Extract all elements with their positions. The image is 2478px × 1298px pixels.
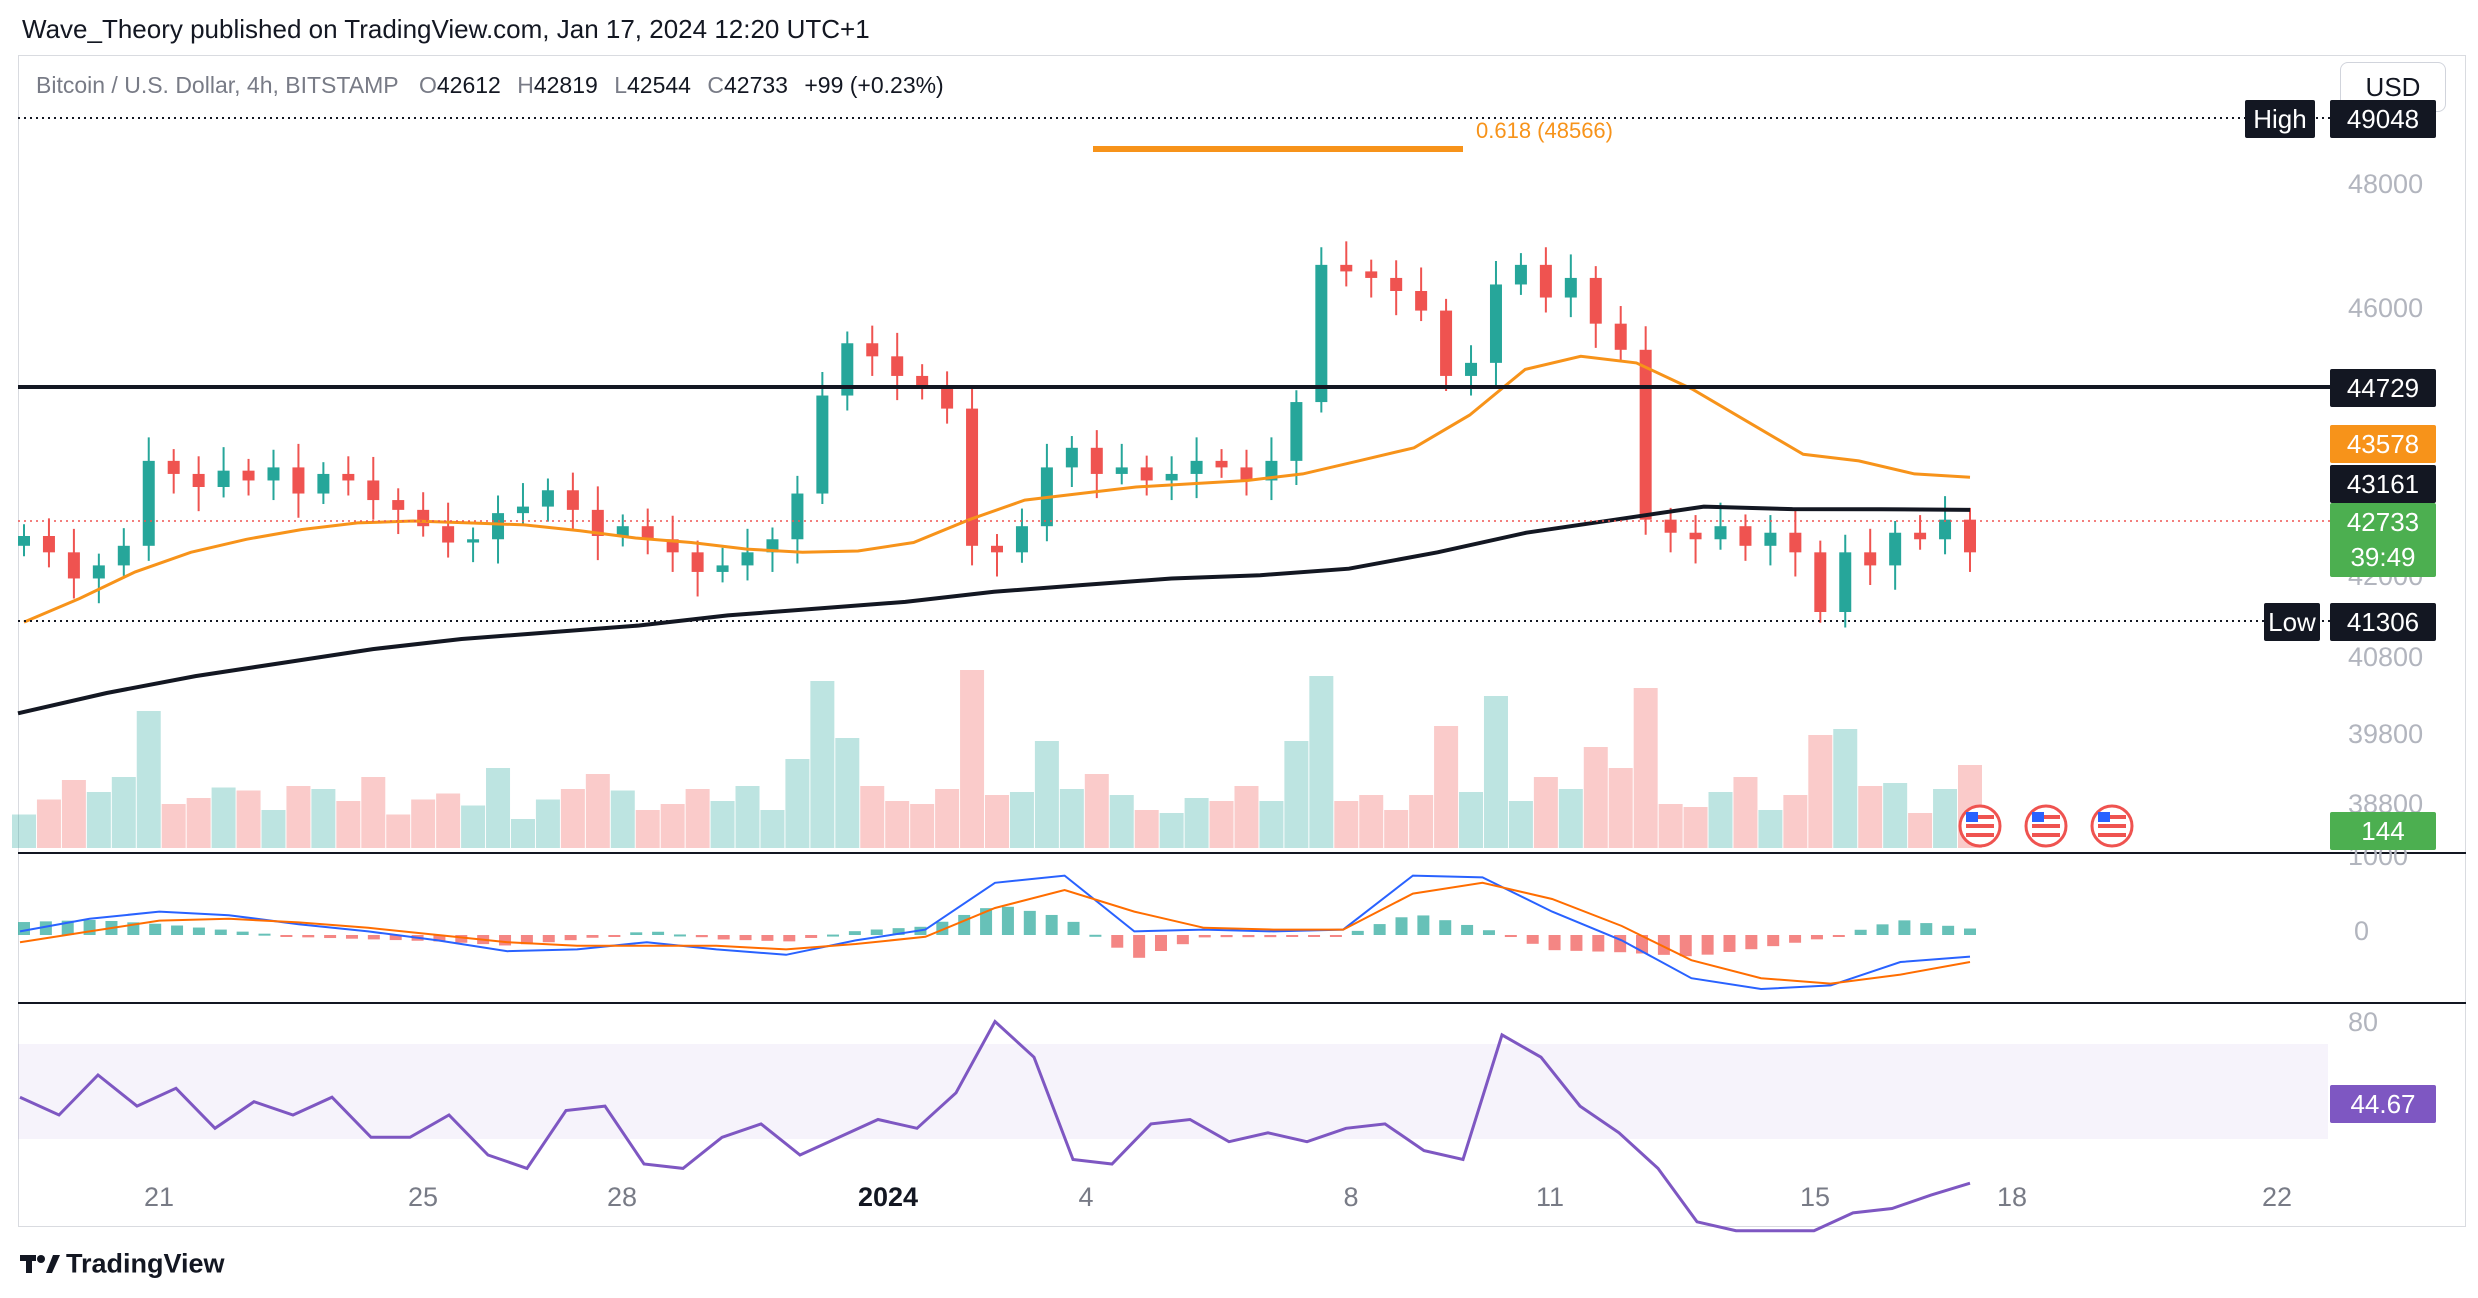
publisher-header: Wave_Theory published on TradingView.com…	[22, 14, 870, 44]
chart-frame	[18, 55, 2466, 1227]
tradingview-brand: TradingView	[66, 1248, 225, 1279]
close-value: 42733	[723, 72, 788, 98]
low-key: L	[614, 72, 627, 98]
high-key: H	[517, 72, 534, 98]
open-key: O	[418, 72, 437, 98]
close-key: C	[707, 72, 724, 98]
change-value: +99 (+0.23%)	[804, 72, 944, 98]
low-value: 42544	[627, 72, 691, 98]
symbol-name[interactable]: Bitcoin / U.S. Dollar, 4h, BITSTAMP	[36, 72, 399, 98]
tradingview-logo-icon	[20, 1254, 60, 1273]
high-value: 42819	[533, 72, 598, 98]
currency-button[interactable]: USD	[2340, 62, 2446, 112]
open-value: 42612	[436, 72, 501, 98]
tradingview-footer[interactable]: TradingView	[20, 1247, 225, 1279]
symbol-legend: Bitcoin / U.S. Dollar, 4h, BITSTAMP O426…	[36, 72, 954, 99]
